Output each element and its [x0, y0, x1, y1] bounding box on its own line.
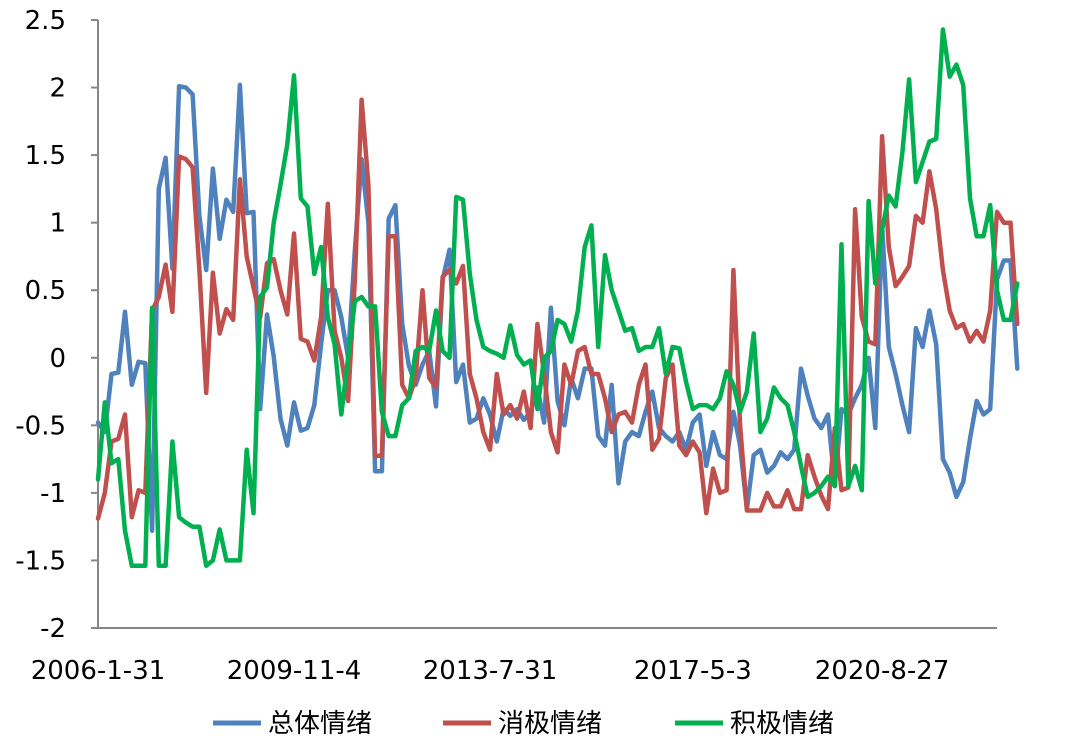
axes	[97, 20, 997, 629]
legend-label: 消极情绪	[498, 709, 602, 739]
y-tick-labels: 2.5 2 1.5 1 0.5 0 -0.5 -1 -1.5 -2	[15, 6, 98, 644]
x-tick-label: 2020-8-27	[815, 656, 950, 686]
x-tick-labels: 2006-1-31 2009-11-4 2013-7-31 2017-5-3 2020-…	[31, 656, 950, 686]
y-tick-label: 1.5	[25, 141, 66, 171]
series-lines	[95, 27, 1020, 569]
x-tick-label: 2009-11-4	[227, 656, 362, 686]
x-tick-label: 2017-5-3	[634, 656, 752, 686]
legend-label: 总体情绪	[268, 709, 372, 739]
legend: 总体情绪 消极情绪 积极情绪	[213, 709, 834, 739]
series-line-3	[95, 27, 1020, 569]
y-tick-label: 0.5	[25, 276, 66, 306]
y-tick-label: -2	[40, 614, 66, 644]
x-tick-label: 2006-1-31	[31, 656, 166, 686]
y-tick-label: 1	[49, 209, 66, 239]
x-tick-label: 2013-7-31	[423, 656, 558, 686]
y-tick-label: -1	[40, 479, 66, 509]
y-tick-label: -0.5	[15, 411, 66, 441]
y-tick-label: 2.5	[25, 6, 66, 36]
legend-label: 积极情绪	[730, 709, 834, 739]
y-tick-label: -1.5	[15, 546, 66, 576]
y-tick-label: 0	[49, 344, 66, 374]
y-tick-label: 2	[49, 74, 66, 104]
